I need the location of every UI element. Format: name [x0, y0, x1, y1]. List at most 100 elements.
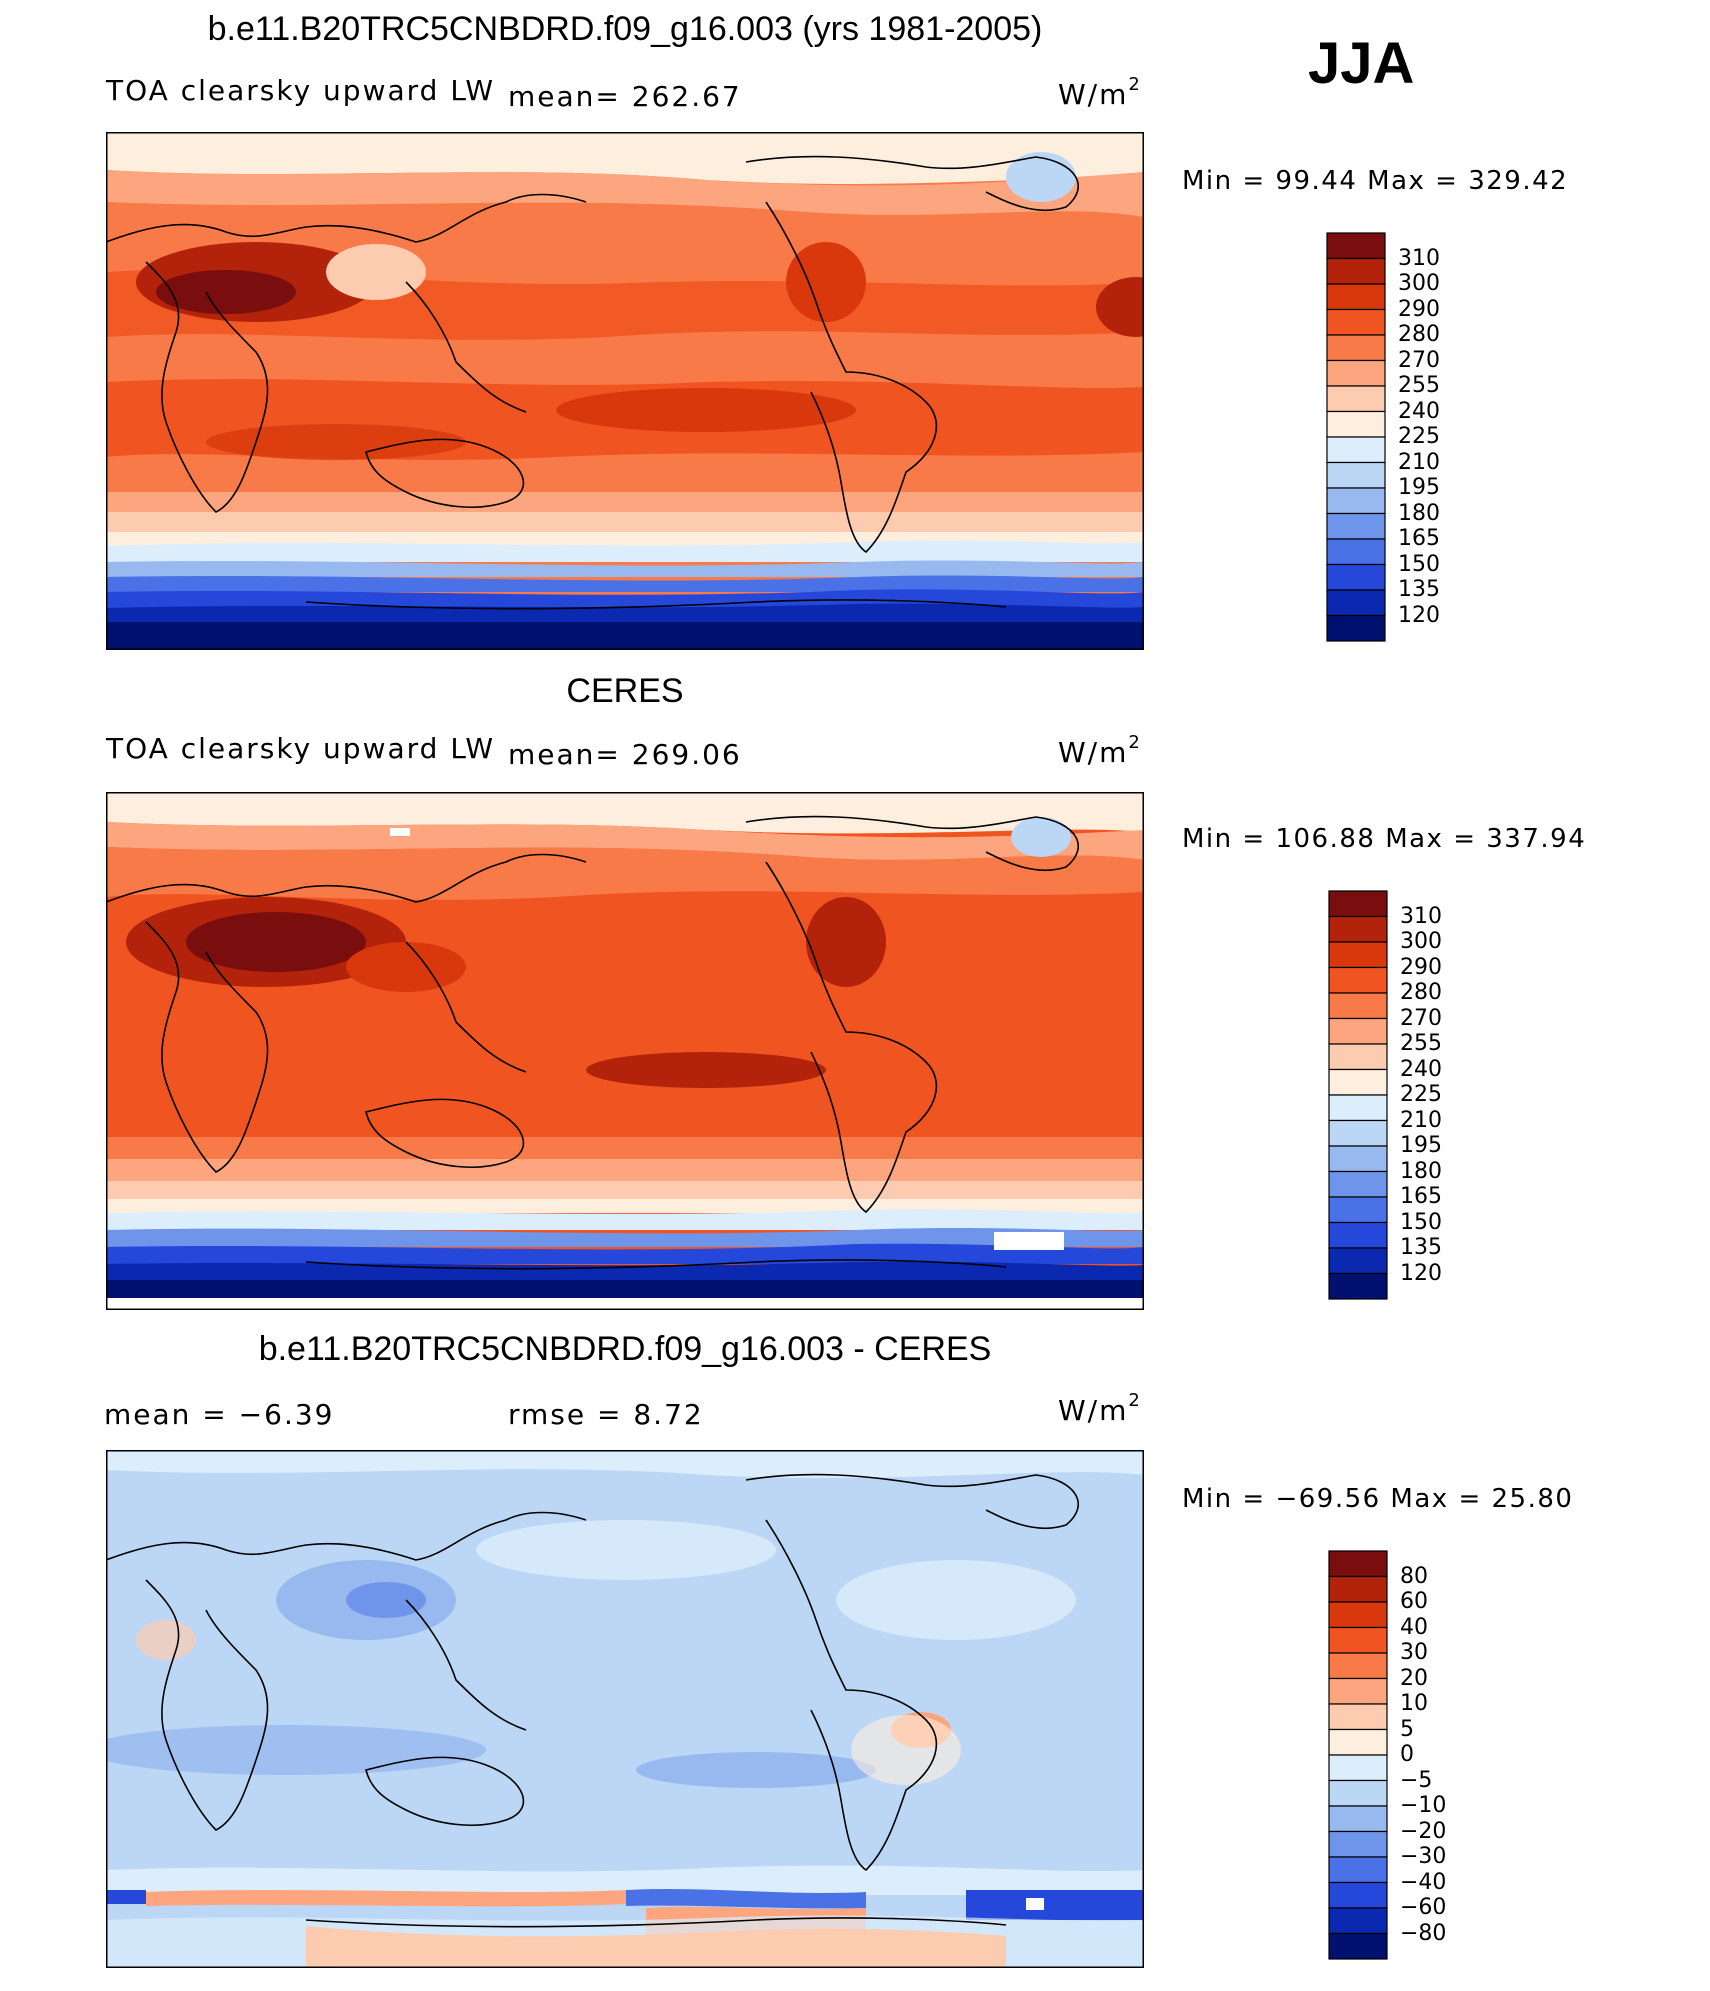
- colorbar-swatch: [1328, 1043, 1388, 1071]
- colorbar-swatch: [1326, 563, 1386, 591]
- colorbar-tick-label: 10: [1400, 1691, 1428, 1716]
- colorbar-tick-label: 135: [1400, 1235, 1442, 1260]
- colorbar-tick-label: 165: [1398, 526, 1440, 551]
- colorbar-tick-label: 300: [1398, 271, 1440, 296]
- colorbar-tick-label: 270: [1400, 1005, 1442, 1031]
- colorbar-tick-label: 240: [1398, 398, 1440, 424]
- colorbar-swatch: [1326, 283, 1386, 311]
- colorbar-swatch: [1326, 589, 1386, 617]
- colorbar-tick-label: −5: [1400, 1767, 1433, 1793]
- panel-obs-colorbar: [1328, 890, 1388, 1300]
- panel-diff-units: W/m2: [1058, 1390, 1140, 1427]
- colorbar-tick-label: −60: [1400, 1895, 1447, 1920]
- colorbar-swatch: [1326, 334, 1386, 362]
- colorbar-swatch: [1328, 1221, 1388, 1249]
- colorbar-tick-label: 40: [1400, 1614, 1428, 1640]
- colorbar-tick-label: 120: [1398, 602, 1440, 628]
- colorbar-swatch: [1328, 1677, 1388, 1705]
- panel-model-title: b.e11.B20TRC5CNBDRD.f09_g16.003 (yrs 198…: [207, 10, 1043, 48]
- panel-model-mean: mean= 262.67: [508, 80, 742, 113]
- colorbar-tick-label: 210: [1398, 449, 1440, 475]
- colorbar-swatch: [1328, 1779, 1388, 1807]
- colorbar-swatch: [1328, 941, 1388, 969]
- colorbar-tick-label: −40: [1400, 1869, 1447, 1895]
- colorbar-swatch: [1326, 385, 1386, 413]
- colorbar-tick-label: 225: [1398, 424, 1440, 449]
- colorbar-tick-label: 180: [1398, 500, 1440, 526]
- panel-model-minmax: Min = 99.44 Max = 329.42: [1182, 166, 1569, 196]
- colorbar-swatch: [1328, 1601, 1388, 1629]
- colorbar-swatch: [1326, 308, 1386, 336]
- colorbar-swatch: [1328, 1754, 1388, 1782]
- colorbar-swatch: [1328, 1068, 1388, 1096]
- colorbar-tick-label: 195: [1400, 1133, 1442, 1158]
- colorbar-swatch: [1328, 1094, 1388, 1122]
- colorbar-swatch: [1328, 1703, 1388, 1731]
- colorbar-tick-label: −20: [1400, 1818, 1447, 1844]
- colorbar-swatch: [1326, 461, 1386, 489]
- colorbar-swatch: [1328, 1119, 1388, 1147]
- colorbar-swatch: [1326, 487, 1386, 515]
- colorbar-tick-label: 0: [1400, 1742, 1414, 1767]
- panel-obs-title: CERES: [566, 672, 684, 710]
- colorbar-tick-label: 280: [1400, 980, 1442, 1005]
- colorbar-swatch: [1328, 1575, 1388, 1603]
- colorbar-tick-label: 270: [1398, 347, 1440, 373]
- colorbar-tick-label: 300: [1400, 929, 1442, 954]
- colorbar-swatch: [1328, 1805, 1388, 1833]
- colorbar-tick-label: 195: [1398, 475, 1440, 500]
- colorbar-tick-label: −80: [1400, 1920, 1447, 1946]
- panel-model-variable: TOA clearsky upward LW: [106, 74, 496, 107]
- colorbar-tick-label: 150: [1400, 1209, 1442, 1235]
- colorbar-tick-label: 165: [1400, 1184, 1442, 1209]
- panel-diff-colorbar: [1328, 1550, 1388, 1960]
- panel-diff-map: [106, 1450, 1144, 1968]
- colorbar-tick-label: 180: [1400, 1158, 1442, 1184]
- colorbar-swatch: [1328, 1145, 1388, 1173]
- panel-obs-variable: TOA clearsky upward LW: [106, 732, 496, 765]
- colorbar-swatch: [1328, 1881, 1388, 1909]
- colorbar-tick-label: 280: [1398, 322, 1440, 347]
- colorbar-swatch: [1328, 992, 1388, 1020]
- panel-obs-units: W/m2: [1058, 732, 1140, 769]
- colorbar-swatch: [1328, 1626, 1388, 1654]
- colorbar-tick-label: 135: [1398, 577, 1440, 602]
- colorbar-tick-label: 80: [1400, 1563, 1428, 1589]
- colorbar-swatch: [1328, 966, 1388, 994]
- panel-diff-rmse: rmse = 8.72: [508, 1398, 704, 1431]
- panel-diff-title: b.e11.B20TRC5CNBDRD.f09_g16.003 - CERES: [258, 1330, 992, 1368]
- colorbar-swatch: [1326, 538, 1386, 566]
- colorbar-tick-label: −10: [1400, 1793, 1447, 1818]
- panel-obs-mean: mean= 269.06: [508, 738, 742, 771]
- colorbar-swatch: [1326, 359, 1386, 387]
- colorbar-swatch: [1326, 436, 1386, 464]
- panel-obs-minmax: Min = 106.88 Max = 337.94: [1182, 824, 1587, 854]
- colorbar-swatch: [1328, 1932, 1388, 1960]
- colorbar-tick-label: 5: [1400, 1716, 1414, 1742]
- panel-model-units: W/m2: [1058, 74, 1140, 111]
- colorbar-tick-label: 210: [1400, 1107, 1442, 1133]
- colorbar-swatch: [1326, 257, 1386, 285]
- colorbar-tick-label: −30: [1400, 1844, 1447, 1869]
- colorbar-swatch: [1328, 915, 1388, 943]
- panel-obs-map: [106, 792, 1144, 1310]
- colorbar-tick-label: 310: [1398, 245, 1440, 271]
- panel-model-map: [106, 132, 1144, 650]
- colorbar-swatch: [1328, 1830, 1388, 1858]
- colorbar-tick-label: 290: [1398, 296, 1440, 322]
- season-label: JJA: [1308, 31, 1415, 96]
- colorbar-tick-label: 240: [1400, 1056, 1442, 1082]
- panel-diff-minmax: Min = −69.56 Max = 25.80: [1182, 1484, 1574, 1514]
- colorbar-tick-label: 120: [1400, 1260, 1442, 1286]
- panel-model-colorbar: [1326, 232, 1386, 642]
- colorbar-swatch: [1328, 1652, 1388, 1680]
- colorbar-swatch: [1328, 1170, 1388, 1198]
- colorbar-tick-label: 30: [1400, 1640, 1428, 1665]
- colorbar-swatch: [1326, 410, 1386, 438]
- colorbar-tick-label: 290: [1400, 954, 1442, 980]
- colorbar-swatch: [1328, 1017, 1388, 1045]
- colorbar-swatch: [1328, 1272, 1388, 1300]
- panel-diff-mean: mean = −6.39: [104, 1398, 335, 1431]
- colorbar-swatch: [1328, 1247, 1388, 1275]
- colorbar-tick-label: 255: [1398, 373, 1440, 398]
